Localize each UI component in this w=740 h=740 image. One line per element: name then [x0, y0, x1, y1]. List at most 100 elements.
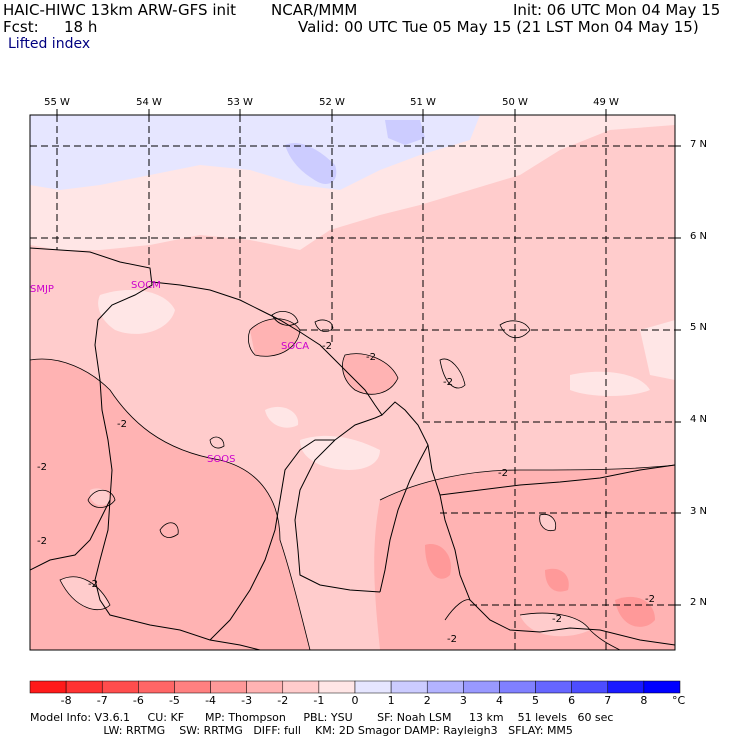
- colorbar-tick-label: 6: [568, 694, 576, 707]
- contour-label: -2: [366, 352, 376, 363]
- neutral-patch: [89, 488, 111, 506]
- map-frame: [29, 114, 676, 651]
- neutral-patch: [640, 320, 675, 380]
- coastline: [30, 247, 675, 650]
- contour-label: -2: [322, 341, 332, 352]
- station-label: SOOS: [207, 454, 235, 465]
- lon-label: 51 W: [410, 97, 436, 108]
- contour-minus-2: [30, 311, 675, 650]
- unstable-region: [374, 465, 675, 650]
- contour-label: -2: [498, 468, 508, 479]
- forecast-hours: 18 h: [64, 18, 98, 36]
- stable-region: [30, 115, 480, 190]
- colorbar-tick-label: -7: [96, 694, 108, 707]
- model-info-line2: LW: RRTMG SW: RRTMG DIFF: full KM: 2D Sm…: [30, 724, 573, 737]
- neutral-patch: [300, 435, 380, 470]
- colorbar-tick-label: -3: [241, 694, 253, 707]
- colorbar-tick-label: 7: [604, 694, 612, 707]
- strong-instability-patch: [615, 596, 655, 627]
- forecast-label: Fcst:: [3, 18, 39, 36]
- colorbar-swatch: [463, 680, 500, 694]
- contour-label: -2: [552, 614, 562, 625]
- colorbar-swatch: [65, 680, 103, 694]
- colorbar-tick-label: 8: [640, 694, 648, 707]
- colorbar-swatch: [138, 680, 175, 694]
- colorbar-swatch: [282, 680, 320, 694]
- valid-time: Valid: 00 UTC Tue 05 May 15 (21 LST Mon …: [298, 18, 699, 36]
- lat-label: 5 N: [690, 322, 708, 333]
- lat-label: 3 N: [690, 506, 708, 517]
- contour-labels: -2 -2 -2 -2 -2 -2 -2 -2 -2 -2 -2: [37, 341, 655, 645]
- colorbar-swatch: [174, 680, 211, 694]
- neutral-patch: [539, 514, 556, 531]
- neutral-patch: [60, 576, 110, 610]
- lon-label: 54 W: [136, 97, 162, 108]
- field-name: Lifted index: [8, 36, 91, 52]
- colorbar-unit: °C: [672, 694, 686, 707]
- unstable-region: [250, 318, 300, 357]
- colorbar: [29, 680, 681, 694]
- lat-lon-grid: [30, 115, 675, 650]
- colorbar-swatch: [426, 680, 464, 694]
- colorbar-tick-label: 2: [423, 694, 431, 707]
- colorbar-tick-label: 4: [495, 694, 503, 707]
- contour-label: -2: [447, 634, 457, 645]
- station-label: SOCM: [131, 280, 161, 291]
- unstable-region: [30, 359, 310, 650]
- frame-ticks: [56, 109, 681, 606]
- lon-label: 49 W: [593, 97, 619, 108]
- contour-label: -2: [443, 377, 453, 388]
- colorbar-swatch: [29, 680, 67, 694]
- strong-instability-patch: [545, 568, 569, 592]
- org-label: NCAR/MMM: [271, 1, 358, 19]
- colorbar-swatch: [246, 680, 284, 694]
- stable-region-core: [385, 120, 425, 145]
- colorbar-swatch: [571, 680, 609, 694]
- colorbar-tick-label: -2: [277, 694, 289, 707]
- colorbar-tick-label: -6: [132, 694, 144, 707]
- lat-label: 7 N: [690, 139, 708, 150]
- lon-label: 53 W: [227, 97, 253, 108]
- colorbar-swatch: [354, 680, 392, 694]
- colorbar-swatch: [101, 680, 139, 694]
- colorbar-swatch: [535, 680, 572, 694]
- unstable-region: [342, 353, 398, 395]
- colorbar-swatch: [607, 680, 645, 694]
- colorbar-tick-label: -1: [313, 694, 325, 707]
- neutral-patch: [570, 371, 650, 396]
- lat-label: 6 N: [690, 231, 708, 242]
- colorbar-tick-label: 3: [459, 694, 467, 707]
- lon-label: 52 W: [319, 97, 345, 108]
- lat-label: 2 N: [690, 597, 708, 608]
- neutral-patch: [98, 290, 175, 334]
- colorbar-tick-label: 5: [532, 694, 540, 707]
- colorbar-tick-label: -4: [205, 694, 217, 707]
- station-labels: SMJP SOCM SOCA SOOS: [30, 280, 309, 465]
- stable-region-core: [285, 142, 337, 185]
- contour-label: -2: [88, 579, 98, 590]
- model-title: HAIC-HIWC 13km ARW-GFS init: [3, 1, 237, 19]
- colorbar-tick-label: 1: [387, 694, 395, 707]
- neutral-patch: [520, 613, 590, 637]
- colorbar-swatch: [643, 680, 681, 694]
- colorbar-tick-label: 0: [351, 694, 359, 707]
- lon-label: 50 W: [502, 97, 528, 108]
- colorbar-swatch: [390, 680, 428, 694]
- station-label: SOCA: [281, 341, 309, 352]
- neutral-patch: [265, 406, 299, 428]
- lon-label: 55 W: [44, 97, 70, 108]
- contour-label: -2: [117, 419, 127, 430]
- colorbar-tick-label: -8: [60, 694, 72, 707]
- strong-instability-patch: [425, 544, 451, 579]
- contour-label: -2: [645, 594, 655, 605]
- colorbar-swatch: [318, 680, 356, 694]
- station-label: SMJP: [30, 284, 54, 295]
- contour-label: -2: [37, 536, 47, 547]
- colorbar-swatch: [210, 680, 247, 694]
- contour-label: -2: [37, 462, 47, 473]
- init-time: Init: 06 UTC Mon 04 May 15: [513, 1, 721, 19]
- model-info-line1: Model Info: V3.6.1 CU: KF MP: Thompson P…: [30, 711, 614, 724]
- colorbar-swatch: [499, 680, 536, 694]
- lat-label: 4 N: [690, 414, 708, 425]
